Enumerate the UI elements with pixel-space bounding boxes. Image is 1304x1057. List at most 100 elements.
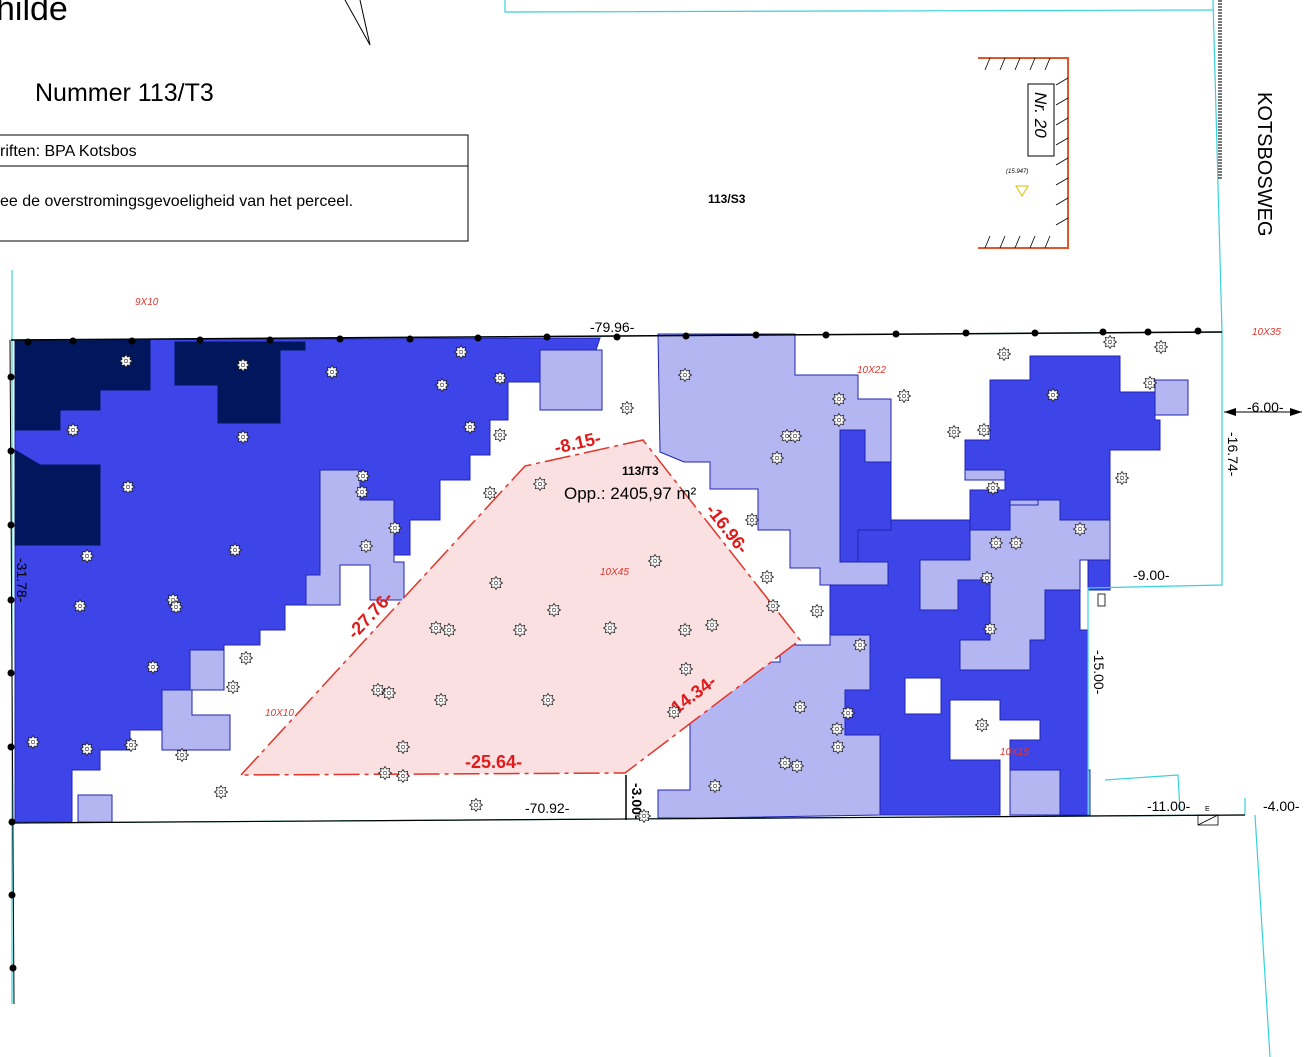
tree-icon — [381, 685, 397, 701]
tree-icon — [532, 476, 548, 492]
street-name: KOTSBOSWEG — [1253, 92, 1275, 236]
site-dimension-top: -79.96- — [590, 319, 635, 335]
tree-icon — [358, 538, 374, 554]
tree-icon — [1072, 521, 1088, 537]
neighbour-parcel-label: 113/S3 — [708, 192, 746, 206]
boundary-markers — [7, 327, 1202, 972]
tree-icon — [759, 569, 775, 585]
subject-parcel-label: 113/T3 — [622, 464, 659, 478]
arrow-head — [1290, 408, 1302, 416]
tree-icon — [769, 450, 785, 466]
tree-icon — [1153, 339, 1169, 355]
tree-icon — [809, 603, 825, 619]
tree-icon — [428, 620, 444, 636]
tree-icon — [354, 484, 370, 500]
info-box: riften: BPA Kotsbos ee de overstromingsg… — [0, 134, 469, 242]
tree-icon — [387, 520, 403, 536]
tree-label: 10X15 — [1000, 747, 1029, 758]
tree-icon — [395, 768, 411, 784]
tree-icon — [976, 422, 992, 438]
tree-icon — [779, 428, 795, 444]
tree-icon — [225, 679, 241, 695]
tree-icon — [324, 364, 340, 380]
flood-zone-high — [14, 337, 1161, 823]
tree-icon — [1008, 535, 1024, 551]
tree-icon — [488, 575, 504, 591]
site-dimension-far-right: -4.00- — [1263, 798, 1300, 814]
site-dimension-bottom: -70.92- — [525, 800, 570, 816]
tree-symbols — [25, 334, 1169, 824]
tree-icon — [787, 428, 803, 444]
tree-icon — [468, 797, 484, 813]
tree-icon — [462, 419, 478, 435]
tree-icon — [982, 621, 998, 637]
tree-icon — [852, 637, 868, 653]
arrow-head — [1224, 408, 1236, 416]
tree-icon — [1102, 334, 1118, 350]
tree-icon — [65, 422, 81, 438]
tree-icon — [677, 622, 693, 638]
tree-label: 9X10 — [135, 297, 159, 308]
utility-symbol-label: E — [1205, 806, 1210, 813]
tree-icon — [395, 739, 411, 755]
tree-icon — [996, 346, 1012, 362]
building-footprint — [904, 677, 942, 715]
tree-icon — [792, 699, 808, 715]
gap-dimension: -3.00- — [629, 783, 645, 820]
tree-icon — [831, 412, 847, 428]
tree-icon — [678, 661, 694, 677]
tree-icon — [602, 620, 618, 636]
tree-icon — [777, 755, 793, 771]
tree-icon — [227, 542, 243, 558]
tree-icon — [619, 400, 635, 416]
tree-label: 10X45 — [600, 567, 629, 578]
map-title: hilde — [0, 0, 68, 28]
tree-label: 10X35 — [1252, 327, 1281, 338]
tree-icon — [946, 424, 962, 440]
tree-icon — [840, 705, 856, 721]
tree-icon — [988, 535, 1004, 551]
site-dimension-bottom-right: -11.00- — [1147, 798, 1191, 814]
tree-icon — [979, 570, 995, 586]
tree-icon — [677, 367, 693, 383]
tree-icon — [546, 602, 562, 618]
plot-number: Nummer 113/T3 — [35, 79, 214, 107]
tree-icon — [355, 468, 371, 484]
tree-icon — [789, 758, 805, 774]
tree-icon — [145, 659, 161, 675]
north-arrow-line-2 — [359, 0, 371, 46]
tree-icon — [1142, 375, 1158, 391]
tree-icon — [647, 553, 663, 569]
tree-icon — [896, 388, 912, 404]
tree-icon — [174, 747, 190, 763]
tree-icon — [512, 622, 528, 638]
tree-label: 10X22 — [857, 365, 886, 376]
south-boundary — [12, 814, 1246, 824]
tree-icon — [72, 598, 88, 614]
tree-icon — [974, 717, 990, 733]
north-arrow-line — [344, 0, 371, 46]
tree-icon — [492, 370, 508, 386]
tree-icon — [453, 344, 469, 360]
flood-zone-low — [77, 333, 1189, 823]
house-label: Nr. 20 — [1031, 92, 1050, 138]
tree-icon — [831, 391, 847, 407]
tree-icon — [666, 704, 682, 720]
site-dimension-left: -31.78- — [14, 558, 30, 603]
tree-icon — [540, 692, 556, 708]
tree-icon — [235, 357, 251, 373]
tree-icon — [744, 512, 760, 528]
tree-icon — [707, 778, 723, 794]
tree-icon — [25, 734, 41, 750]
site-dimension-right-a: -16.74- — [1225, 432, 1241, 477]
tree-icon — [213, 784, 229, 800]
tree-icon — [985, 480, 1001, 496]
tree-icon — [492, 427, 508, 443]
build-dimension: -25.64- — [465, 752, 522, 772]
tree-icon — [238, 650, 254, 666]
house-nr-20: Nr. 20 (15.947) — [978, 57, 1069, 249]
tree-icon — [370, 682, 386, 698]
site-dimension-right-c: -15.00- — [1091, 650, 1107, 695]
